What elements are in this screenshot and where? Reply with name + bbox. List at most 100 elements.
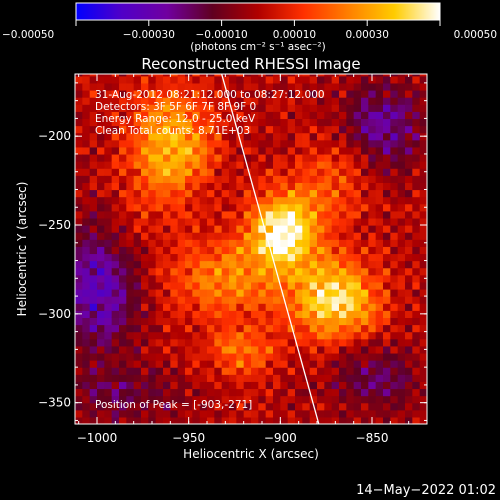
heatmap-cell [295,402,303,411]
heatmap-cell [339,189,347,198]
heatmap-cell [199,75,208,84]
heatmap-cell [302,303,311,311]
heatmap-cell [214,338,223,347]
heatmap-cell [353,260,362,269]
heatmap-cell [251,310,259,318]
heatmap-cell [207,260,215,269]
heatmap-cell [258,324,267,333]
heatmap-cell [170,360,179,368]
heatmap-cell [331,146,340,155]
heatmap-cell [368,97,377,105]
heatmap-cell [207,175,215,183]
heatmap-cell [390,281,399,290]
heatmap-cell [368,89,377,98]
heatmap-cell [133,310,142,318]
heatmap-cell [199,246,208,255]
heatmap-cell [405,345,413,354]
heatmap-cell [221,97,230,105]
heatmap-cell [199,395,208,404]
heatmap-cell [390,146,399,155]
heatmap-cell [207,168,215,176]
heatmap-cell [346,274,355,283]
heatmap-cell [126,89,135,98]
heatmap-cell [258,89,267,98]
heatmap-cell [243,118,252,127]
heatmap-cell [207,182,215,191]
heatmap-cell [405,331,413,340]
heatmap-cell [280,217,289,226]
heatmap-cell [273,189,281,198]
heatmap-cell [177,402,186,411]
heatmap-cell [353,196,362,205]
heatmap-cell [214,281,223,290]
heatmap-cell [221,139,230,148]
heatmap-cell [192,281,201,290]
heatmap-cell [412,310,421,318]
heatmap-cell [243,253,252,262]
heatmap-cell [111,402,120,411]
heatmap-cell [192,217,201,226]
heatmap-cell [229,303,237,311]
heatmap-cell [324,345,333,354]
heatmap-cell [375,168,384,176]
heatmap-cell [383,288,391,297]
heatmap-cell [75,89,83,98]
heatmap-cell [412,338,421,347]
heatmap-cell [265,324,274,333]
heatmap-cell [339,118,347,127]
heatmap-cell [97,153,105,162]
heatmap-cell [309,111,318,120]
heatmap-cell [199,296,208,304]
heatmap-cell [141,360,149,368]
heatmap-cell [346,296,355,304]
heatmap-cell [390,75,399,84]
heatmap-cell [405,338,413,347]
heatmap-cell [383,296,391,304]
heatmap-cell [251,89,259,98]
heatmap-cell [104,303,113,311]
heatmap-cell [419,367,427,375]
heatmap-cell [192,374,201,382]
heatmap-cell [185,189,193,198]
heatmap-cell [287,345,296,354]
heatmap-cell [412,153,421,162]
heatmap-cell [346,381,355,390]
heatmap-cell [273,118,281,127]
heatmap-cell [295,161,303,169]
heatmap-cell [192,232,201,240]
heatmap-cell [104,153,113,162]
heatmap-cell [405,374,413,382]
heatmap-cell [104,310,113,318]
heatmap-cell [309,303,318,311]
heatmap-cell [346,153,355,162]
heatmap-cell [353,74,362,77]
heatmap-cell [214,111,223,120]
heatmap-cell [339,367,347,375]
heatmap-cell [317,317,325,326]
heatmap-cell [243,104,252,112]
heatmap-cell [383,75,391,84]
heatmap-cell [214,296,223,304]
heatmap-cell [229,225,237,233]
heatmap-cell [258,82,267,91]
heatmap-cell [390,153,399,162]
heatmap-cell [111,82,120,91]
heatmap-cell [75,338,83,347]
heatmap-cell [346,317,355,326]
heatmap-cell [375,225,384,233]
heatmap-cell [214,182,223,191]
heatmap-cell [229,182,237,191]
heatmap-cell [75,182,83,191]
heatmap-cell [390,352,399,361]
heatmap-cell [302,232,311,240]
heatmap-cell [309,281,318,290]
heatmap-cell [236,381,245,390]
heatmap-cell [119,139,127,148]
heatmap-cell [170,381,179,390]
heatmap-cell [346,352,355,361]
heatmap-cell [361,111,369,120]
heatmap-cell [419,210,427,219]
heatmap-cell [317,374,325,382]
heatmap-cell [383,125,391,134]
heatmap-cell [339,317,347,326]
